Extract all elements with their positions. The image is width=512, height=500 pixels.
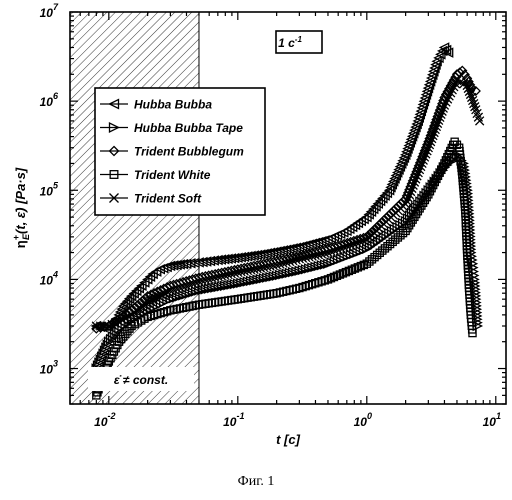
x-tick-exp: 1 [496,411,501,421]
y-axis-label: η+E(t, ε̇) [Pa·s] [11,167,31,248]
y-tick-label: 103 [40,359,58,377]
data-point [381,245,388,252]
y-axis-label-sup: + [11,234,21,240]
figure-caption: Фиг. 1 [0,474,512,490]
x-axis-label: t [c] [276,432,301,447]
legend-label: Hubba Bubba [134,98,212,112]
data-point [399,230,406,237]
x-tick-label: 10-2 [94,411,115,429]
y-tick-label: 106 [40,91,59,109]
legend-label: Trident White [134,168,211,182]
data-point [392,236,399,243]
x-tick-base: 10 [354,415,368,429]
y-tick-base: 10 [40,6,54,20]
x-tick-label: 101 [483,411,501,429]
data-point [379,247,386,254]
rate-label-prefix: 1 c [278,36,295,50]
y-tick-exp: 5 [53,180,59,190]
rate-label-box: 1 c-1 [276,31,322,53]
shaded-label-box: ε̇ ≠ const. [88,367,194,391]
x-tick-base: 10 [94,415,108,429]
y-axis-label-eta: η [13,240,28,248]
x-tick-base: 10 [223,415,237,429]
x-tick-exp: 0 [367,411,372,421]
x-axis-label-unit: [c] [280,432,300,447]
x-tick-exp: -2 [108,411,116,421]
y-tick-label: 105 [40,180,59,198]
data-point [374,251,381,258]
chart: 10-210-1100101103104105106107 t [c] η+E(… [0,0,512,470]
data-point [389,238,396,245]
x-tick-label: 10-1 [223,411,244,429]
y-tick-exp: 6 [53,91,59,101]
data-point [371,254,378,261]
y-tick-exp: 4 [52,269,58,279]
x-tick-label: 100 [354,411,372,429]
legend-label: Trident Soft [134,192,202,206]
y-tick-label: 104 [40,269,58,287]
y-tick-base: 10 [40,363,54,377]
legend: Hubba Bubba Hubba Bubba Tape Trident Bubbl… [95,88,265,215]
rate-label-sup: -1 [295,35,303,44]
data-point [376,249,383,256]
y-tick-base: 10 [40,184,54,198]
shaded-region-label: ε̇ ≠ const. [114,373,168,387]
legend-label: Hubba Bubba Tape [134,121,243,135]
x-tick-exp: -1 [236,411,244,421]
y-tick-exp: 7 [53,2,59,12]
x-tick-base: 10 [483,415,497,429]
y-axis-label-args: (t, ε̇) [13,208,28,234]
data-point [384,243,391,250]
y-axis-label-unit: [Pa·s] [13,167,28,207]
y-tick-base: 10 [40,273,54,287]
data-point [394,234,401,241]
y-tick-label: 107 [40,2,59,20]
legend-label: Trident Bubblegum [134,145,244,159]
y-tick-exp: 3 [53,359,58,369]
data-point [387,240,394,247]
y-tick-base: 10 [40,95,54,109]
data-point [397,232,404,239]
data-point [368,256,375,263]
